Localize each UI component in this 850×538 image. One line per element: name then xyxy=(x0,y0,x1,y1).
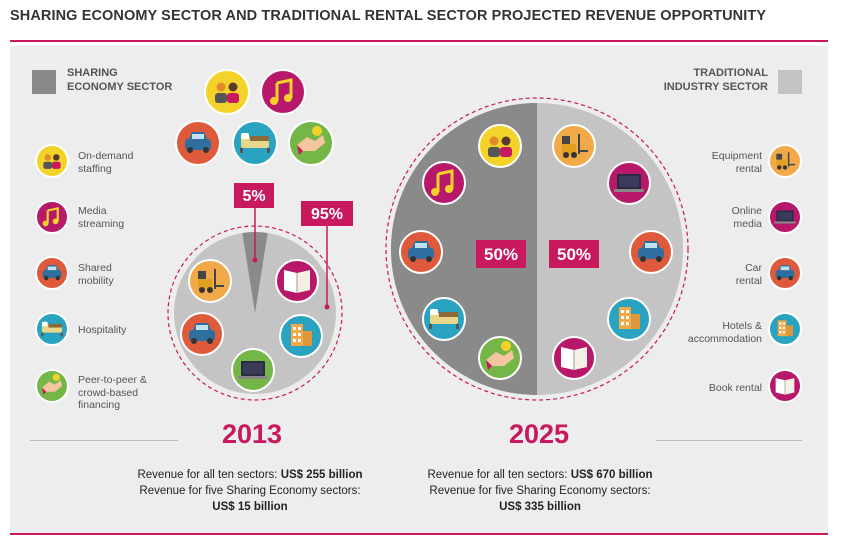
label-line: rental xyxy=(735,274,762,287)
traditional-heading-line2: INDUSTRY SECTOR xyxy=(663,81,768,93)
traditional-sector-label: Online media xyxy=(640,205,762,230)
sharing-sector-label: Peer-to-peer & crowd-based financing xyxy=(78,374,147,412)
traditional-heading-line1: TRADITIONAL xyxy=(693,67,768,79)
label-line: Online xyxy=(731,205,762,217)
revenue-2013: Revenue for all ten sectors: US$ 255 bil… xyxy=(95,467,405,515)
people-icon xyxy=(204,69,250,115)
traditional-sector-label: Equipment rental xyxy=(640,150,762,175)
label-line: accommodation xyxy=(687,332,762,345)
revenue-all-value: US$ 255 billion xyxy=(280,469,363,481)
label-line: crowd-based xyxy=(78,386,139,399)
handshake-icon xyxy=(288,120,334,166)
label-line: financing xyxy=(78,399,121,411)
year-2013: 2013 xyxy=(222,419,283,449)
bed-icon xyxy=(35,312,69,346)
music-icon xyxy=(422,161,466,205)
traditional-legend-swatch xyxy=(778,70,802,94)
pct-tag-2013-sharing: 5% xyxy=(234,183,274,263)
building-icon xyxy=(279,314,323,358)
label-line: Equipment xyxy=(711,150,762,162)
pie-2013-slice-sharing xyxy=(242,232,268,313)
label-line: Shared xyxy=(78,262,112,274)
label-line: Car xyxy=(745,262,762,274)
music-icon xyxy=(35,200,69,234)
sharing-sector-label: Hospitality xyxy=(78,324,126,337)
label-line: Hospitality xyxy=(78,324,127,336)
label-line: Book rental xyxy=(708,382,762,394)
sharing-heading-line1: SHARING xyxy=(67,67,118,79)
car-icon xyxy=(629,230,673,274)
sharing-heading-line2: ECONOMY SECTOR xyxy=(67,81,173,93)
pct-label-2025-traditional: 50% xyxy=(557,245,591,264)
traditional-sector-label: Book rental xyxy=(640,382,762,395)
label-line: media xyxy=(733,217,762,230)
handshake-icon xyxy=(478,336,522,380)
laptop-icon xyxy=(768,200,802,234)
pct-tag-2025-sharing: 50% xyxy=(476,240,526,268)
pct-label-2013-sharing: 5% xyxy=(242,188,265,205)
car-icon xyxy=(399,230,443,274)
music-icon xyxy=(260,69,306,115)
revenue-all-line: Revenue for all ten sectors: US$ 255 bil… xyxy=(95,467,405,483)
forklift-icon xyxy=(768,144,802,178)
building-icon xyxy=(768,312,802,346)
revenue-2025: Revenue for all ten sectors: US$ 670 bil… xyxy=(385,467,695,515)
left-separator xyxy=(30,440,178,441)
sharing-sector-label: On-demand staffing xyxy=(78,150,133,175)
revenue-sharing-value: US$ 335 billion xyxy=(499,501,581,513)
bottom-divider xyxy=(10,533,828,535)
forklift-icon xyxy=(552,124,596,168)
traditional-sector-label: Car rental xyxy=(640,262,762,287)
car-icon xyxy=(175,120,221,166)
people-icon xyxy=(478,124,522,168)
car-icon xyxy=(35,256,69,290)
revenue-sharing-label: Revenue for five Sharing Economy sectors… xyxy=(139,485,361,497)
pct-tag-2025-traditional: 50% xyxy=(549,240,599,268)
label-line: On-demand xyxy=(78,150,134,162)
traditional-legend-heading: TRADITIONAL INDUSTRY SECTOR xyxy=(640,66,768,94)
laptop-icon xyxy=(231,348,275,392)
sharing-legend-swatch xyxy=(32,70,56,94)
label-line: rental xyxy=(735,162,762,175)
sharing-legend-heading: SHARING ECONOMY SECTOR xyxy=(67,66,172,94)
bed-icon xyxy=(232,120,278,166)
people-icon xyxy=(35,144,69,178)
bed-icon xyxy=(422,297,466,341)
sharing-sector-label: Shared mobility xyxy=(78,262,114,287)
pct-label-2013-traditional: 95% xyxy=(311,206,343,223)
sharing-sector-label: Media streaming xyxy=(78,205,124,230)
pct-tag-2013-traditional: 95% xyxy=(301,201,353,310)
building-icon xyxy=(607,297,651,341)
forklift-icon xyxy=(188,259,232,303)
page-title: SHARING ECONOMY SECTOR AND TRADITIONAL R… xyxy=(10,8,767,24)
title-divider xyxy=(10,40,828,42)
label-line: streaming xyxy=(78,217,125,230)
label-line: mobility xyxy=(78,274,114,287)
book-icon xyxy=(768,369,802,403)
laptop-icon xyxy=(607,161,651,205)
label-line: Hotels & xyxy=(722,320,762,332)
label-line: Peer-to-peer & xyxy=(78,374,147,386)
car-icon xyxy=(768,256,802,290)
pie-2025-dashed-border xyxy=(385,97,689,401)
pct-label-2025-sharing: 50% xyxy=(484,245,518,264)
right-separator xyxy=(656,440,802,441)
revenue-all-label: Revenue for all ten sectors: xyxy=(427,469,568,481)
car-icon xyxy=(180,312,224,356)
label-line: staffing xyxy=(78,162,112,175)
book-icon xyxy=(552,336,596,380)
year-2025: 2025 xyxy=(509,419,570,449)
traditional-sector-label: Hotels & accommodation xyxy=(640,320,762,345)
label-line: Media xyxy=(78,205,107,217)
revenue-all-value: US$ 670 billion xyxy=(570,469,653,481)
revenue-all-label: Revenue for all ten sectors: xyxy=(137,469,278,481)
revenue-all-line: Revenue for all ten sectors: US$ 670 bil… xyxy=(385,467,695,483)
revenue-sharing-label: Revenue for five Sharing Economy sectors… xyxy=(429,485,651,497)
book-icon xyxy=(275,259,319,303)
revenue-sharing-value: US$ 15 billion xyxy=(212,501,288,513)
handshake-icon xyxy=(35,369,69,403)
